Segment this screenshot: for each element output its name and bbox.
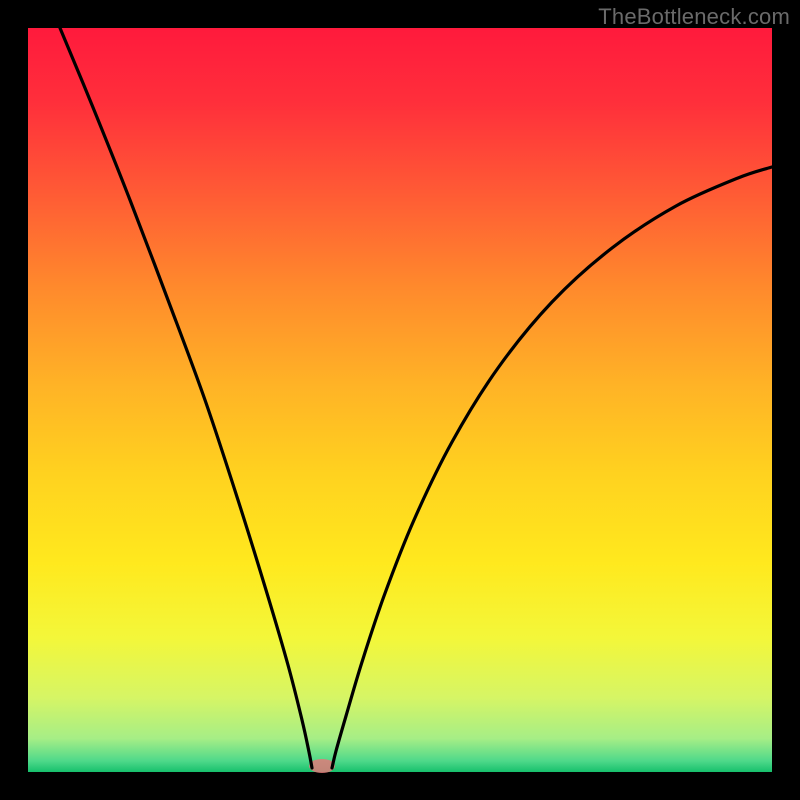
watermark-text: TheBottleneck.com (598, 4, 790, 30)
chart-container: TheBottleneck.com (0, 0, 800, 800)
plot-background (28, 28, 772, 772)
bottleneck-chart (0, 0, 800, 800)
